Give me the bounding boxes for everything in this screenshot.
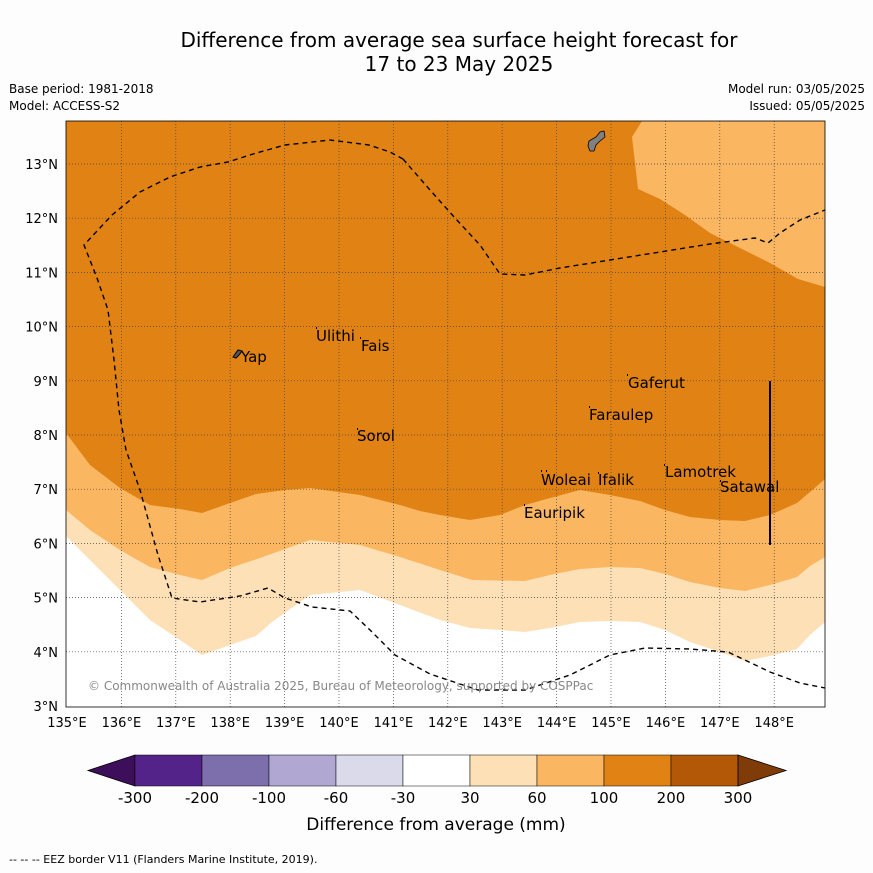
lon-tick-label: 144°E	[537, 716, 577, 731]
lon-tick-label: 137°E	[156, 716, 196, 731]
chart-title: Difference from average sea surface heig…	[0, 28, 873, 76]
eez-line-north	[402, 158, 826, 276]
colorbar-label: Difference from average (mm)	[306, 815, 565, 835]
colorbar-tick-label: -30	[391, 789, 416, 807]
place-sorol: Sorol	[357, 427, 395, 445]
lon-tick-label: 148°E	[754, 716, 794, 731]
colorbar-tick-label: -200	[185, 789, 219, 807]
model-run: Model run: 03/05/2025	[727, 82, 865, 96]
lon-tick-label: 138°E	[210, 716, 250, 731]
lon-tick-label: 143°E	[482, 716, 522, 731]
lon-tick-label: 147°E	[700, 716, 740, 731]
place-labels: Yap Ulithi Fais Sorol Gaferut Faraulep W…	[240, 327, 779, 522]
lon-tick-label: 142°E	[428, 716, 468, 731]
meta-left: Base period: 1981-2018 Model: ACCESS-S2	[9, 81, 154, 115]
lat-tick-label: 4°N	[34, 646, 59, 661]
colorbar-segment	[335, 754, 404, 787]
eez-footnote: -- -- -- EEZ border V11 (Flanders Marine…	[9, 853, 318, 866]
colorbar-tick-label: 100	[590, 789, 619, 807]
colorbar-segment	[268, 754, 337, 787]
lat-tick-label: 11°N	[25, 266, 58, 281]
colorbar-segment	[402, 754, 471, 787]
lat-tick-label: 5°N	[34, 592, 59, 607]
contour-fills	[66, 121, 825, 707]
colorbar-tick-label: -100	[252, 789, 286, 807]
lat-tick-label: 12°N	[25, 212, 58, 227]
lon-tick-label: 139°E	[265, 716, 305, 731]
colorbar-segment	[536, 754, 605, 787]
colorbar-tick-label: -300	[118, 789, 152, 807]
colorbar-segment	[134, 754, 203, 787]
islands	[232, 130, 606, 359]
colorbar-segment	[469, 754, 538, 787]
base-period: Base period: 1981-2018	[9, 82, 154, 96]
lat-tick-label: 10°N	[25, 321, 58, 336]
place-ulithi: Ulithi	[316, 327, 355, 345]
meta-right: Model run: 03/05/2025 Issued: 05/05/2025	[728, 81, 865, 115]
place-woleai: Woleai	[541, 471, 591, 489]
copyright-note: © Commonwealth of Australia 2025, Bureau…	[88, 679, 593, 693]
lat-tick-label: 3°N	[34, 700, 59, 715]
lon-tick-label: 141°E	[374, 716, 414, 731]
place-dots	[316, 327, 721, 506]
lat-tick-label: 7°N	[34, 483, 59, 498]
lat-tick-label: 9°N	[34, 375, 59, 390]
colorbar-tick-label: 300	[724, 789, 753, 807]
colorbar-extend-high	[737, 754, 788, 787]
lon-tick-label: 146°E	[646, 716, 686, 731]
colorbar-tick-label: 30	[460, 789, 479, 807]
place-fais: Fais	[361, 337, 390, 355]
colorbar-tick-label: 60	[527, 789, 546, 807]
colorbar-segment	[603, 754, 672, 787]
colorbar-tick-label: 200	[657, 789, 686, 807]
latitude-labels: 3°N 4°N 5°N 6°N 7°N 8°N 9°N 10°N 11°N 12°N 13°N	[25, 158, 58, 715]
guam-island	[587, 130, 606, 152]
place-lamotrek: Lamotrek	[665, 463, 736, 481]
colorbar-segment	[201, 754, 270, 787]
lat-tick-label: 6°N	[34, 537, 59, 552]
place-eauripik: Eauripik	[524, 504, 585, 522]
issued-date: Issued: 05/05/2025	[749, 99, 865, 113]
colorbar-segment	[670, 754, 739, 787]
colorbar: -300 -200 -100 -60 -30 30 60 100 200 300	[86, 754, 788, 807]
yap-island	[232, 349, 243, 359]
model-name: Model: ACCESS-S2	[9, 99, 121, 113]
lon-tick-label: 135°E	[47, 716, 87, 731]
place-gaferut: Gaferut	[628, 374, 685, 392]
lon-tick-label: 136°E	[102, 716, 142, 731]
lat-tick-label: 8°N	[34, 429, 59, 444]
colorbar-extend-low	[86, 754, 136, 787]
place-faraulep: Faraulep	[589, 406, 653, 424]
longitude-labels: 135°E 136°E 137°E 138°E 139°E 140°E 141°E 142°E…	[47, 716, 794, 731]
eez-line-main	[83, 139, 826, 691]
title-line-1: Difference from average sea surface heig…	[180, 28, 738, 52]
contour-100-200	[66, 121, 825, 521]
colorbar-tick-label: -60	[324, 789, 349, 807]
lon-tick-label: 140°E	[319, 716, 359, 731]
graticule	[66, 121, 825, 707]
lat-tick-label: 13°N	[25, 158, 58, 173]
title-line-2: 17 to 23 May 2025	[364, 52, 554, 76]
eez-border	[83, 139, 826, 691]
lon-tick-label: 145°E	[591, 716, 631, 731]
map-frame	[65, 120, 826, 708]
place-satawal: Satawal	[720, 478, 779, 496]
place-ifalik: Ifalik	[598, 471, 634, 489]
place-yap: Yap	[240, 348, 267, 366]
